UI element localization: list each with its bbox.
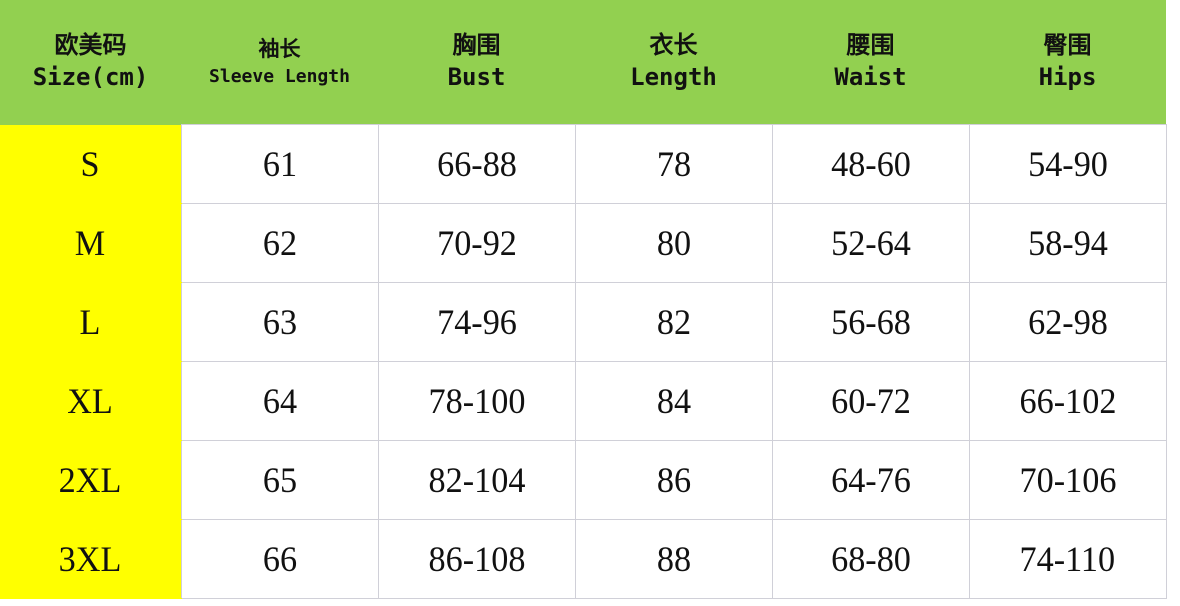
cell-value: 63 — [262, 302, 297, 342]
cell-value: 48-60 — [830, 144, 911, 184]
cell-waist: 56-68 — [771, 282, 970, 362]
cell-value: 52-64 — [830, 223, 911, 263]
cell-value: 2XL — [58, 460, 122, 500]
cell-length: 78 — [574, 124, 773, 204]
table-row: L 63 74-96 82 56-68 62-98 — [0, 282, 1167, 362]
cell-size: M — [0, 203, 181, 283]
header-bust: 胸围 Bust — [378, 0, 575, 125]
cell-value: 65 — [262, 460, 297, 500]
cell-size: XL — [0, 361, 181, 441]
cell-value: 80 — [656, 223, 691, 263]
cell-value: 58-94 — [1027, 223, 1108, 263]
cell-hips: 66-102 — [968, 361, 1167, 441]
cell-value: 3XL — [58, 539, 122, 579]
cell-value: S — [80, 143, 100, 184]
cell-value: 56-68 — [830, 302, 911, 342]
cell-hips: 74-110 — [968, 519, 1167, 599]
table-row: S 61 66-88 78 48-60 54-90 — [0, 124, 1167, 204]
header-zh: 臀围 — [1043, 30, 1092, 59]
cell-value: 86-108 — [428, 539, 525, 579]
cell-sleeve: 64 — [180, 361, 379, 441]
cell-value: 62-98 — [1027, 302, 1108, 342]
header-zh: 袖长 — [258, 36, 301, 61]
cell-value: 60-72 — [830, 381, 911, 421]
table-row: XL 64 78-100 84 60-72 66-102 — [0, 361, 1167, 441]
cell-bust: 82-104 — [377, 440, 576, 520]
cell-hips: 70-106 — [968, 440, 1167, 520]
cell-value: 66-88 — [436, 144, 517, 184]
header-zh: 衣长 — [649, 30, 698, 59]
cell-length: 84 — [574, 361, 773, 441]
header-en: Waist — [834, 63, 907, 91]
cell-bust: 78-100 — [377, 361, 576, 441]
header-sleeve: 袖长 Sleeve Length — [181, 0, 378, 125]
cell-sleeve: 61 — [180, 124, 379, 204]
header-zh: 欧美码 — [54, 30, 127, 60]
cell-hips: 58-94 — [968, 203, 1167, 283]
cell-size: S — [0, 124, 181, 204]
cell-bust: 74-96 — [377, 282, 576, 362]
size-chart-table: 欧美码 Size(cm) 袖长 Sleeve Length 胸围 Bust 衣长 Len… — [0, 0, 1167, 599]
cell-value: 74-110 — [1019, 539, 1116, 579]
header-hips: 臀围 Hips — [969, 0, 1166, 125]
table-row: 2XL 65 82-104 86 64-76 70-106 — [0, 440, 1167, 520]
cell-bust: 86-108 — [377, 519, 576, 599]
cell-value: 86 — [656, 460, 691, 500]
header-en: Length — [630, 63, 717, 91]
header-zh: 腰围 — [846, 30, 895, 59]
cell-waist: 64-76 — [771, 440, 970, 520]
cell-value: 70-92 — [436, 223, 517, 263]
cell-value: 68-80 — [830, 539, 911, 579]
cell-value: 64-76 — [830, 460, 911, 500]
cell-value: 82-104 — [428, 460, 525, 500]
cell-value: 64 — [262, 381, 297, 421]
cell-sleeve: 65 — [180, 440, 379, 520]
cell-length: 82 — [574, 282, 773, 362]
cell-length: 88 — [574, 519, 773, 599]
cell-value: 82 — [656, 302, 691, 342]
cell-size: L — [0, 282, 181, 362]
header-en: Sleeve Length — [209, 66, 350, 87]
cell-sleeve: 66 — [180, 519, 379, 599]
cell-value: 66-102 — [1019, 381, 1116, 421]
cell-size: 3XL — [0, 519, 181, 599]
cell-value: 74-96 — [436, 302, 517, 342]
cell-value: M — [75, 223, 106, 263]
cell-value: 54-90 — [1027, 144, 1108, 184]
table-row: M 62 70-92 80 52-64 58-94 — [0, 203, 1167, 283]
table-row: 3XL 66 86-108 88 68-80 74-110 — [0, 519, 1167, 599]
cell-value: 61 — [262, 144, 297, 184]
cell-waist: 68-80 — [771, 519, 970, 599]
cell-waist: 52-64 — [771, 203, 970, 283]
cell-value: XL — [67, 381, 114, 421]
cell-value: 66 — [262, 539, 297, 579]
header-en: Size(cm) — [32, 63, 149, 92]
cell-value: 70-106 — [1019, 460, 1116, 500]
cell-sleeve: 63 — [180, 282, 379, 362]
header-waist: 腰围 Waist — [772, 0, 969, 125]
cell-value: 88 — [656, 539, 691, 579]
cell-value: 78-100 — [428, 381, 525, 421]
header-en: Hips — [1038, 63, 1097, 91]
cell-sleeve: 62 — [180, 203, 379, 283]
cell-bust: 66-88 — [377, 124, 576, 204]
header-en: Bust — [447, 63, 506, 91]
cell-waist: 48-60 — [771, 124, 970, 204]
cell-value: 62 — [262, 223, 297, 263]
cell-value: 84 — [656, 381, 691, 421]
cell-size: 2XL — [0, 440, 181, 520]
cell-waist: 60-72 — [771, 361, 970, 441]
cell-length: 86 — [574, 440, 773, 520]
cell-length: 80 — [574, 203, 773, 283]
cell-hips: 62-98 — [968, 282, 1167, 362]
header-size: 欧美码 Size(cm) — [0, 0, 181, 125]
cell-value: L — [79, 302, 101, 342]
cell-hips: 54-90 — [968, 124, 1167, 204]
cell-bust: 70-92 — [377, 203, 576, 283]
header-zh: 胸围 — [452, 30, 501, 59]
header-length: 衣长 Length — [575, 0, 772, 125]
header-row: 欧美码 Size(cm) 袖长 Sleeve Length 胸围 Bust 衣长 Len… — [0, 0, 1166, 125]
cell-value: 78 — [656, 144, 691, 184]
